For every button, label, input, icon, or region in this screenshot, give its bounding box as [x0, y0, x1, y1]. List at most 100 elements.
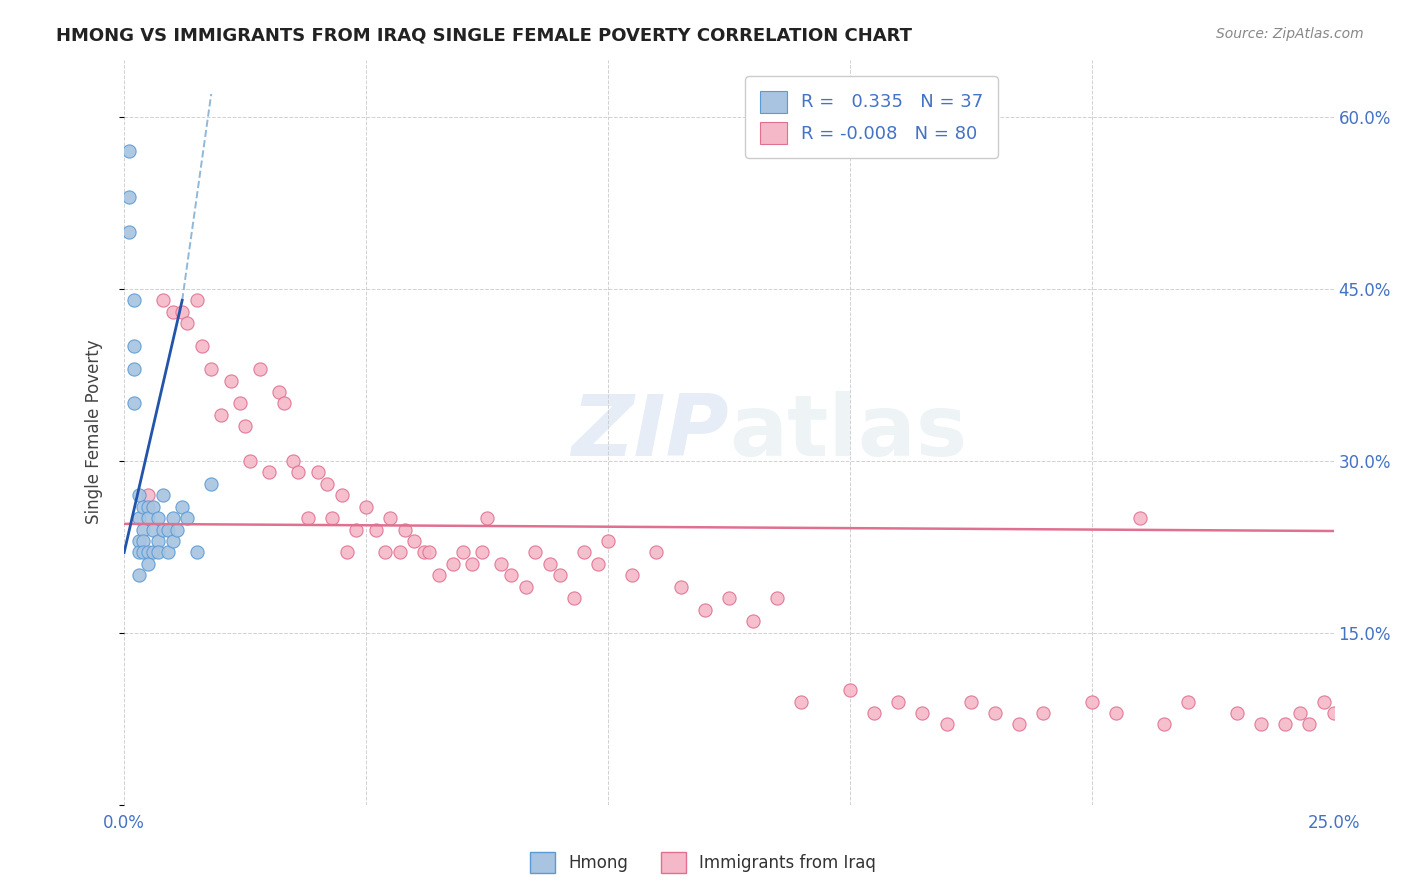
Point	[136, 511, 159, 525]
Point	[287, 465, 309, 479]
Point	[388, 545, 411, 559]
Text: HMONG VS IMMIGRANTS FROM IRAQ SINGLE FEMALE POVERTY CORRELATION CHART: HMONG VS IMMIGRANTS FROM IRAQ SINGLE FEM…	[56, 27, 912, 45]
Point	[645, 545, 668, 559]
Point	[176, 316, 198, 330]
Point	[146, 534, 169, 549]
Point	[152, 488, 174, 502]
Point	[344, 523, 367, 537]
Point	[152, 293, 174, 308]
Point	[283, 454, 305, 468]
Point	[475, 511, 498, 525]
Point	[959, 694, 981, 708]
Point	[887, 694, 910, 708]
Legend: Hmong, Immigrants from Iraq: Hmong, Immigrants from Iraq	[523, 846, 883, 880]
Point	[1226, 706, 1249, 720]
Point	[441, 557, 464, 571]
Point	[418, 545, 440, 559]
Point	[1177, 694, 1199, 708]
Point	[596, 534, 619, 549]
Point	[935, 717, 957, 731]
Point	[176, 511, 198, 525]
Point	[122, 293, 145, 308]
Point	[122, 396, 145, 410]
Text: Source: ZipAtlas.com: Source: ZipAtlas.com	[1216, 27, 1364, 41]
Point	[152, 523, 174, 537]
Point	[142, 500, 165, 514]
Point	[118, 145, 141, 159]
Point	[354, 500, 377, 514]
Point	[146, 511, 169, 525]
Point	[717, 591, 740, 606]
Point	[669, 580, 692, 594]
Point	[132, 545, 155, 559]
Point	[239, 454, 262, 468]
Point	[316, 476, 339, 491]
Point	[200, 476, 222, 491]
Point	[1032, 706, 1054, 720]
Point	[128, 545, 150, 559]
Point	[515, 580, 537, 594]
Point	[572, 545, 595, 559]
Point	[1323, 706, 1346, 720]
Point	[1298, 717, 1320, 731]
Point	[156, 545, 179, 559]
Point	[838, 683, 860, 698]
Point	[394, 523, 416, 537]
Point	[321, 511, 343, 525]
Point	[1274, 717, 1296, 731]
Point	[307, 465, 329, 479]
Point	[156, 523, 179, 537]
Point	[491, 557, 513, 571]
Point	[863, 706, 886, 720]
Point	[172, 305, 194, 319]
Point	[461, 557, 484, 571]
Text: atlas: atlas	[728, 391, 967, 474]
Point	[413, 545, 436, 559]
Point	[562, 591, 585, 606]
Point	[122, 362, 145, 376]
Point	[588, 557, 610, 571]
Point	[1288, 706, 1310, 720]
Point	[742, 614, 765, 628]
Point	[142, 545, 165, 559]
Point	[524, 545, 547, 559]
Point	[132, 500, 155, 514]
Point	[297, 511, 319, 525]
Point	[162, 511, 184, 525]
Point	[209, 408, 232, 422]
Point	[766, 591, 789, 606]
Point	[790, 694, 813, 708]
Point	[621, 568, 644, 582]
Point	[128, 568, 150, 582]
Point	[186, 293, 208, 308]
Point	[364, 523, 387, 537]
Point	[200, 362, 222, 376]
Point	[186, 545, 208, 559]
Point	[984, 706, 1007, 720]
Point	[128, 511, 150, 525]
Point	[404, 534, 426, 549]
Point	[451, 545, 474, 559]
Point	[136, 500, 159, 514]
Point	[128, 488, 150, 502]
Point	[190, 339, 212, 353]
Point	[538, 557, 561, 571]
Point	[1153, 717, 1175, 731]
Point	[229, 396, 252, 410]
Point	[1250, 717, 1272, 731]
Point	[162, 305, 184, 319]
Point	[548, 568, 571, 582]
Point	[136, 557, 159, 571]
Point	[136, 545, 159, 559]
Point	[267, 384, 290, 399]
Point	[259, 465, 281, 479]
Text: ZIP: ZIP	[571, 391, 728, 474]
Point	[132, 534, 155, 549]
Point	[249, 362, 271, 376]
Point	[380, 511, 402, 525]
Y-axis label: Single Female Poverty: Single Female Poverty	[86, 340, 103, 524]
Point	[1008, 717, 1031, 731]
Point	[1129, 511, 1152, 525]
Legend: R =   0.335   N = 37, R = -0.008   N = 80: R = 0.335 N = 37, R = -0.008 N = 80	[745, 76, 998, 158]
Point	[162, 534, 184, 549]
